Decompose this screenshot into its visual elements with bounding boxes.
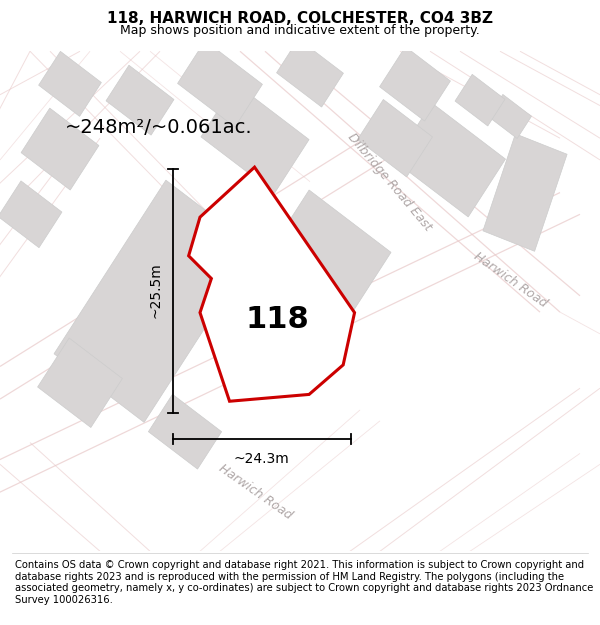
Text: Dilbridge Road East: Dilbridge Road East	[346, 130, 434, 233]
Polygon shape	[106, 65, 174, 135]
Polygon shape	[188, 167, 355, 401]
Polygon shape	[38, 51, 101, 116]
Text: ~248m²/~0.061ac.: ~248m²/~0.061ac.	[65, 118, 253, 137]
Polygon shape	[148, 394, 221, 469]
Polygon shape	[178, 41, 262, 127]
Polygon shape	[455, 74, 505, 126]
Polygon shape	[21, 108, 99, 190]
Polygon shape	[54, 180, 256, 422]
Polygon shape	[483, 134, 567, 251]
Text: ~25.5m: ~25.5m	[149, 262, 163, 319]
Polygon shape	[358, 99, 433, 177]
Polygon shape	[488, 94, 532, 139]
Text: 118, HARWICH ROAD, COLCHESTER, CO4 3BZ: 118, HARWICH ROAD, COLCHESTER, CO4 3BZ	[107, 11, 493, 26]
Text: Contains OS data © Crown copyright and database right 2021. This information is : Contains OS data © Crown copyright and d…	[15, 560, 593, 605]
Text: ~24.3m: ~24.3m	[234, 452, 290, 466]
Text: Harwich Road: Harwich Road	[216, 461, 294, 522]
Polygon shape	[0, 181, 62, 248]
Polygon shape	[380, 47, 451, 121]
Text: 118: 118	[245, 305, 309, 334]
Polygon shape	[201, 84, 309, 193]
Text: Harwich Road: Harwich Road	[471, 249, 549, 309]
Polygon shape	[38, 338, 122, 428]
Polygon shape	[394, 103, 506, 217]
Polygon shape	[277, 39, 343, 107]
Text: Map shows position and indicative extent of the property.: Map shows position and indicative extent…	[120, 24, 480, 37]
Polygon shape	[269, 190, 391, 314]
